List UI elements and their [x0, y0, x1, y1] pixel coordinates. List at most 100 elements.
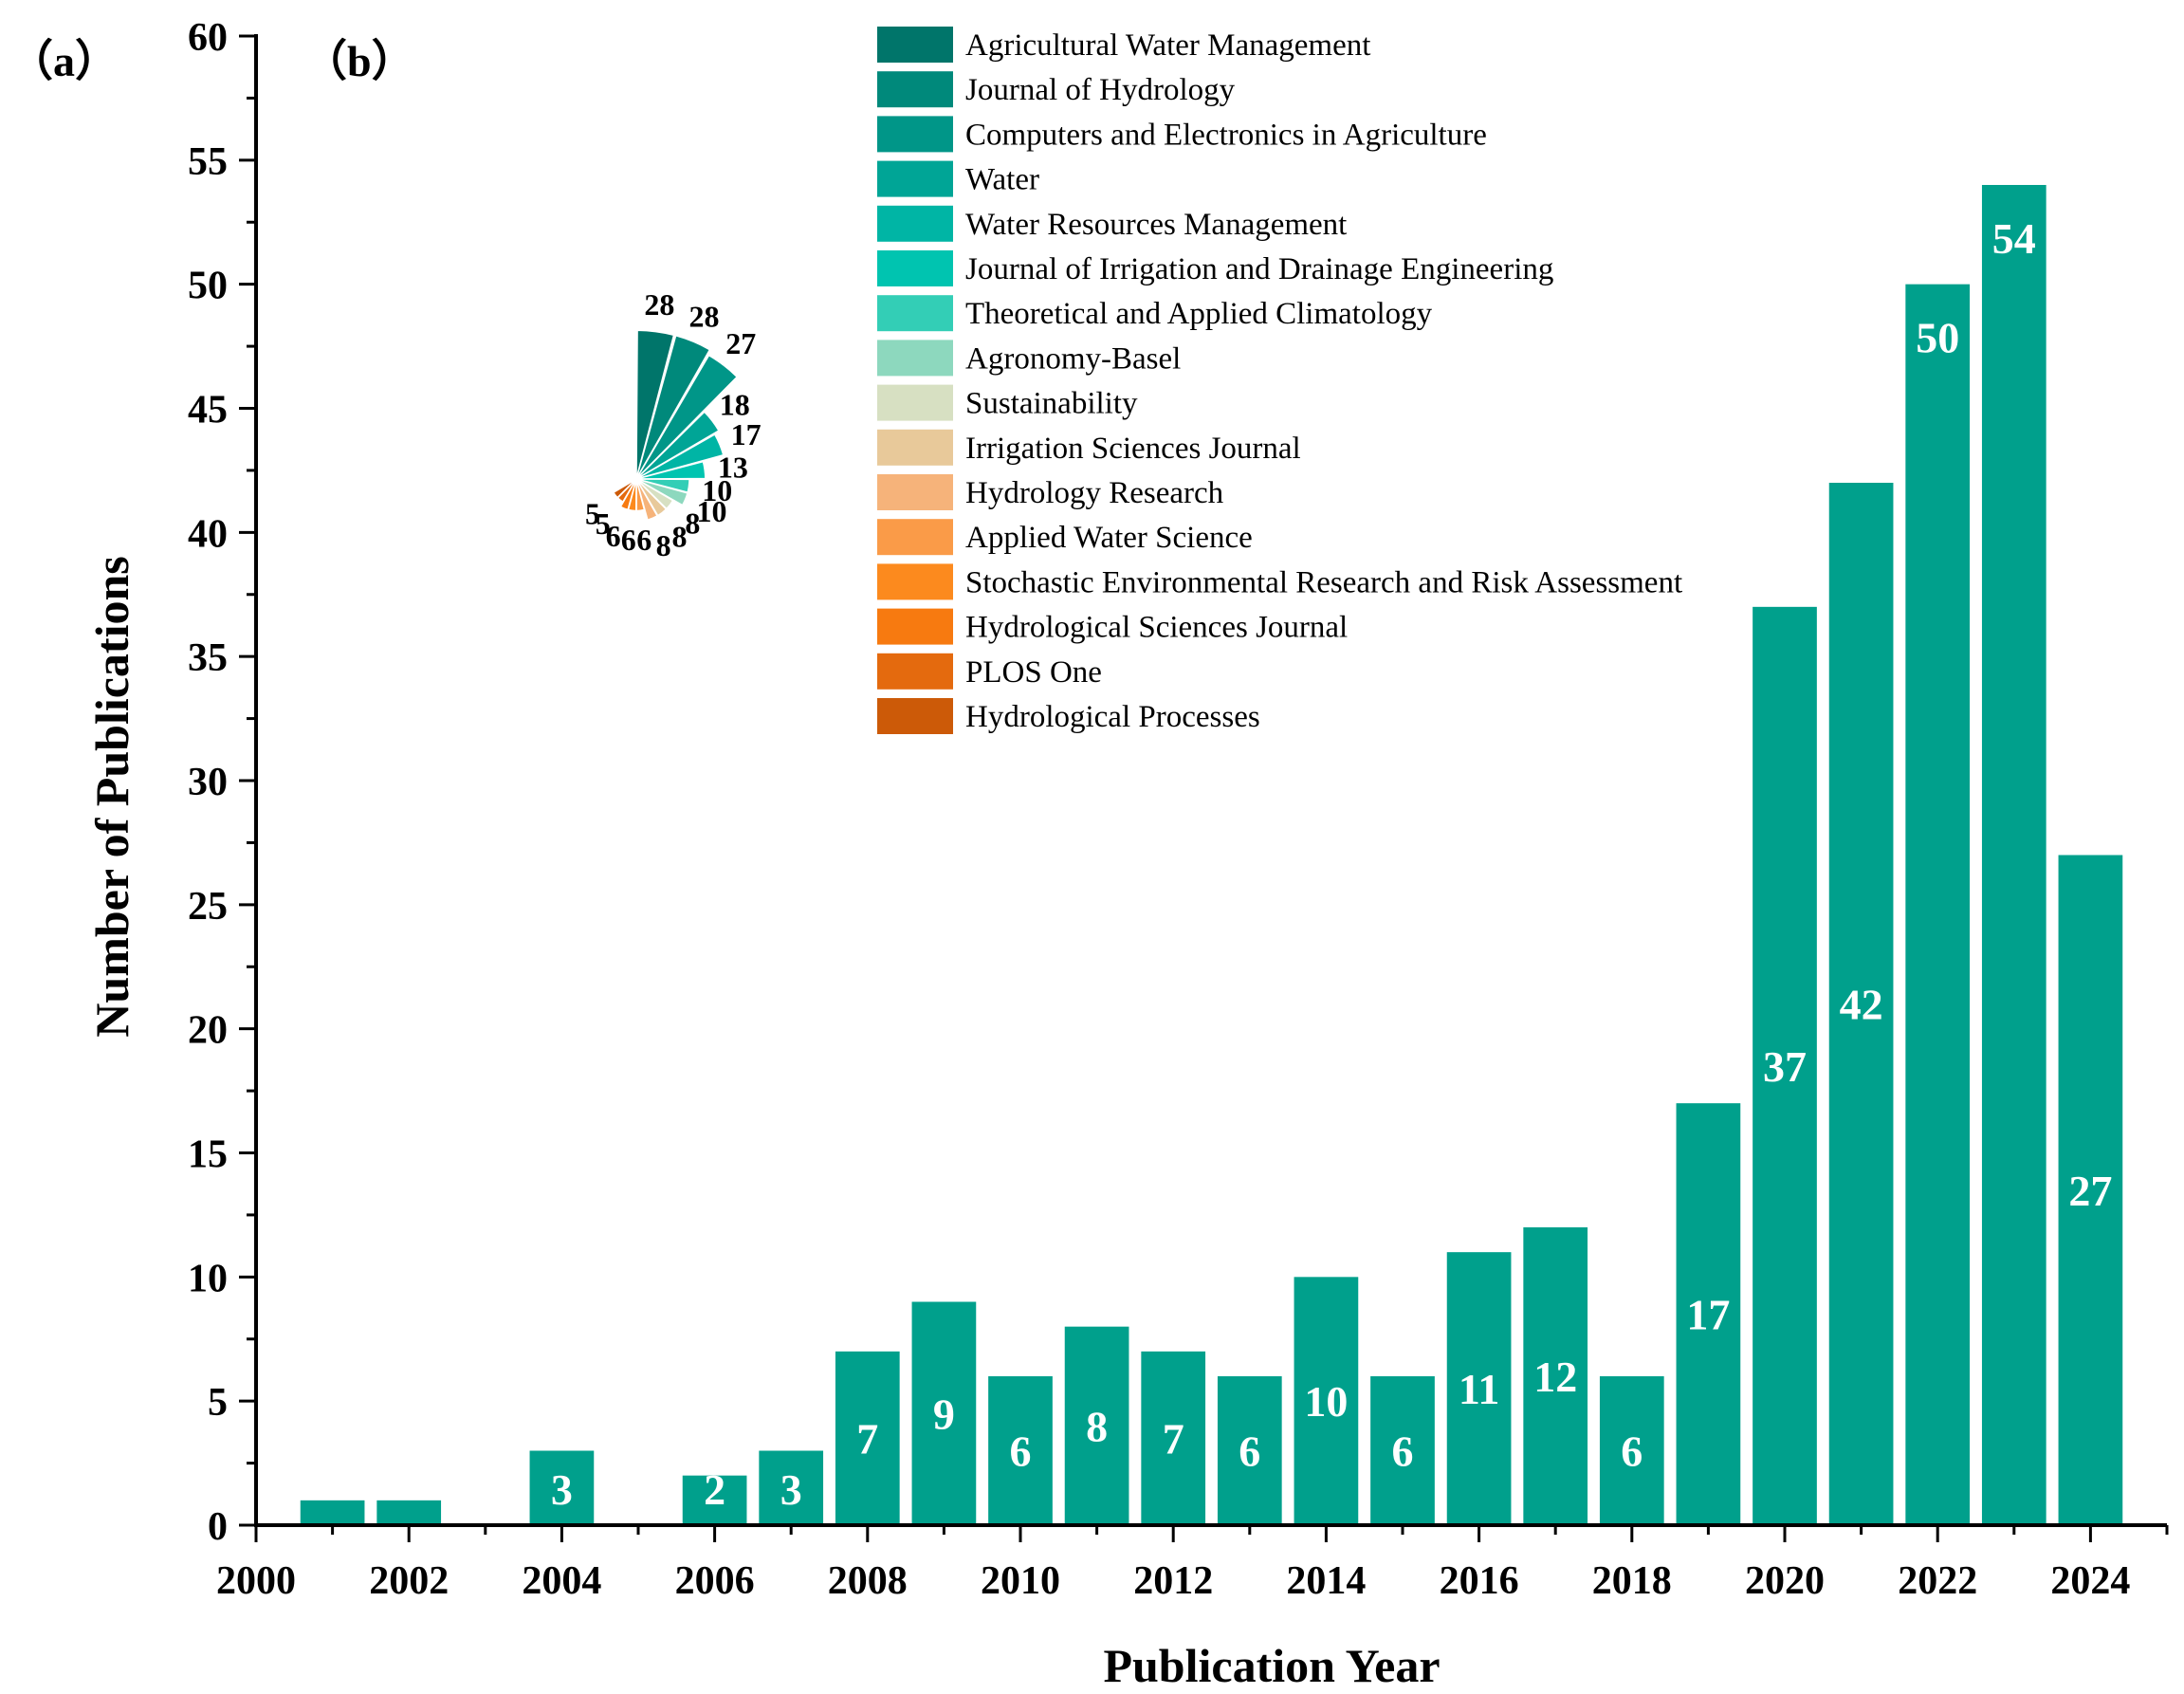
x-tick-label: 2022: [1898, 1559, 1977, 1603]
legend-label: PLOS One: [965, 655, 1102, 690]
legend-label: Stochastic Environmental Research and Ri…: [965, 565, 1682, 599]
rose-label-14: 5: [596, 506, 611, 541]
rose-label-10: 8: [656, 528, 671, 562]
x-axis-title: Publication Year: [1103, 1639, 1440, 1692]
bar-2018: [1599, 1376, 1664, 1525]
y-axis-title: Number of Publications: [85, 556, 138, 1037]
rose-label-1: 28: [688, 299, 719, 333]
legend-swatch: [877, 295, 953, 332]
legend-swatch: [877, 563, 953, 600]
bar-2006: [682, 1475, 747, 1525]
bar-label-2004: 3: [551, 1465, 573, 1514]
bar-2021: [1828, 483, 1894, 1525]
bar-label-2022: 50: [1916, 314, 1959, 362]
rose-wedge-0: [635, 329, 675, 480]
bar-label-2010: 6: [1010, 1427, 1032, 1476]
legend-item: Journal of Irrigation and Drainage Engin…: [877, 250, 1553, 286]
bar-label-2006: 2: [704, 1465, 725, 1514]
rose-label-9: 8: [672, 519, 688, 553]
bar-label-2021: 42: [1840, 981, 1883, 1029]
bar-label-2007: 3: [780, 1465, 802, 1514]
bar-2002: [376, 1500, 442, 1525]
rose-wedge-3: [635, 411, 720, 480]
bar-2013: [1217, 1376, 1282, 1525]
bar-label-2011: 8: [1086, 1402, 1108, 1450]
x-tick-label: 2012: [1133, 1559, 1213, 1603]
rose-label-4: 17: [731, 417, 762, 451]
bar-label-2013: 6: [1239, 1427, 1260, 1476]
rose-label-13: 6: [606, 519, 621, 553]
legend-swatch: [877, 698, 953, 734]
bar-label-2017: 12: [1533, 1353, 1577, 1401]
legend-swatch: [877, 653, 953, 690]
legend-label: Computers and Electronics in Agriculture: [965, 118, 1487, 152]
rose-label-8: 8: [685, 506, 700, 541]
bar-2010: [988, 1376, 1053, 1525]
legend-item: Sustainability: [877, 384, 1138, 421]
bar-2012: [1141, 1351, 1206, 1525]
x-tick-label: 2004: [522, 1559, 601, 1603]
y-tick-label: 30: [188, 761, 228, 804]
x-tick-label: 2006: [675, 1559, 755, 1603]
legend-item: Journal of Hydrology: [877, 71, 1236, 108]
legend-label: Journal of Irrigation and Drainage Engin…: [965, 252, 1553, 286]
bar-label-2015: 6: [1392, 1427, 1414, 1476]
legend-label: Hydrological Processes: [965, 700, 1260, 734]
bar-2008: [835, 1351, 900, 1525]
x-tick-label: 2020: [1745, 1559, 1825, 1603]
rose-wedge-5: [635, 460, 707, 480]
bar-label-2018: 6: [1621, 1427, 1643, 1476]
legend-swatch: [877, 160, 953, 197]
x-tick-label: 2000: [216, 1559, 296, 1603]
x-tick-label: 2018: [1592, 1559, 1672, 1603]
rose-label-6: 10: [702, 473, 732, 507]
legend-item: Theoretical and Applied Climatology: [877, 295, 1433, 332]
y-tick-label: 35: [188, 636, 228, 680]
rose-wedge-1: [635, 334, 711, 480]
legend-label: Sustainability: [965, 387, 1138, 421]
legend-swatch: [877, 250, 953, 286]
legend-item: Agronomy-Basel: [877, 340, 1181, 377]
legend-swatch: [877, 384, 953, 421]
rose-wedge-4: [635, 433, 725, 480]
rose-wedge-10: [635, 478, 659, 522]
bar-label-2014: 10: [1304, 1377, 1348, 1426]
bar-2015: [1370, 1376, 1435, 1525]
rose-label-15: 5: [585, 496, 600, 530]
legend-item: Hydrology Research: [877, 474, 1224, 510]
legend-label: Hydrology Research: [965, 476, 1224, 510]
rose-label-11: 6: [636, 523, 652, 557]
legend-item: Hydrological Sciences Journal: [877, 608, 1348, 645]
rose-label-5: 13: [718, 451, 748, 485]
bar-label-2016: 11: [1459, 1365, 1499, 1413]
bar-2019: [1676, 1103, 1741, 1525]
y-tick-label: 15: [188, 1133, 228, 1177]
x-tick-label: 2002: [369, 1559, 449, 1603]
bar-label-2008: 7: [856, 1414, 878, 1463]
y-tick-label: 10: [188, 1257, 228, 1300]
rose-wedge-2: [635, 354, 739, 480]
rose-label-7: 10: [696, 494, 726, 528]
legend-swatch: [877, 608, 953, 645]
bar-label-2020: 37: [1763, 1042, 1807, 1091]
bar-2017: [1523, 1227, 1588, 1525]
bar-2009: [911, 1301, 977, 1525]
legend-item: Irrigation Sciences Journal: [877, 429, 1301, 466]
bar-2011: [1064, 1326, 1129, 1525]
bar-label-2024: 27: [2068, 1167, 2112, 1215]
legend-item: Applied Water Science: [877, 519, 1253, 556]
panel-label-b: （b）: [303, 37, 415, 85]
y-tick-label: 0: [208, 1505, 228, 1549]
legend-swatch: [877, 205, 953, 242]
legend-item: Computers and Electronics in Agriculture: [877, 116, 1487, 153]
x-tick-label: 2010: [981, 1559, 1060, 1603]
bar-series: [300, 185, 2123, 1526]
bar-2024: [2058, 855, 2123, 1525]
y-tick-label: 20: [188, 1009, 228, 1053]
x-tick-label: 2008: [828, 1559, 908, 1603]
rose-wedges: [612, 329, 739, 522]
